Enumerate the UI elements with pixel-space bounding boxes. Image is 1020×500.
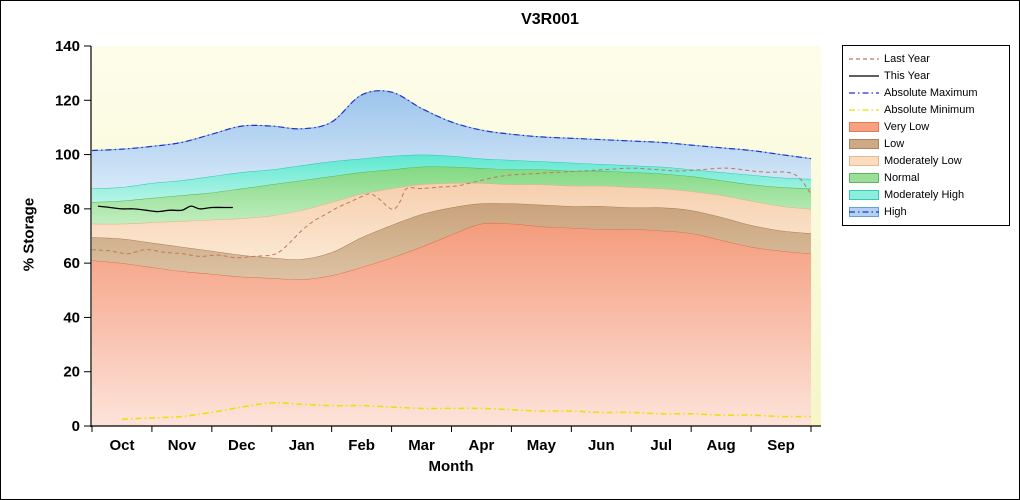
legend-label: Absolute Minimum bbox=[884, 103, 975, 116]
legend-item-absolute-minimum: Absolute Minimum bbox=[849, 101, 1003, 118]
legend-label: Last Year bbox=[884, 52, 930, 65]
x-tick-label: Jan bbox=[289, 437, 315, 454]
band-moderately-high bbox=[92, 154, 811, 203]
legend-item-this-year: This Year bbox=[849, 67, 1003, 84]
legend-item-moderately-high: Moderately High bbox=[849, 186, 1003, 203]
y-tick-label: 80 bbox=[63, 201, 80, 218]
legend-color-box bbox=[849, 138, 879, 149]
line-this-year bbox=[97, 205, 233, 213]
line-last-year bbox=[91, 167, 812, 259]
legend-item-moderately-low: Moderately Low bbox=[849, 152, 1003, 169]
legend-item-low: Low bbox=[849, 135, 1003, 152]
legend-swatch-normal bbox=[849, 172, 879, 183]
band-moderately-low bbox=[92, 182, 811, 260]
x-tick-label: Nov bbox=[168, 437, 197, 454]
line-absolute-minimum bbox=[121, 402, 812, 420]
legend-color-box bbox=[849, 172, 879, 183]
x-tick-label: Jul bbox=[650, 437, 672, 454]
x-tick-label: Feb bbox=[348, 437, 375, 454]
legend-label: High bbox=[884, 205, 907, 218]
legend-label: Normal bbox=[884, 171, 920, 184]
legend-color-box bbox=[849, 155, 879, 166]
x-tick-label: Aug bbox=[707, 437, 736, 454]
x-axis-label: Month bbox=[428, 458, 474, 475]
legend-color-box bbox=[849, 121, 879, 132]
chart-title: V3R001 bbox=[521, 11, 579, 28]
legend-label: Moderately Low bbox=[884, 154, 962, 167]
legend-swatch-this-year bbox=[849, 74, 879, 77]
legend-label: This Year bbox=[884, 69, 930, 82]
y-tick-label: 40 bbox=[63, 309, 80, 326]
legend-label: Absolute Maximum bbox=[884, 86, 978, 99]
y-tick-label: 120 bbox=[55, 92, 80, 109]
y-tick-label: 100 bbox=[55, 147, 80, 164]
legend-swatch-moderately-high bbox=[849, 189, 879, 200]
legend-swatch-low bbox=[849, 138, 879, 149]
x-tick-label: Apr bbox=[469, 437, 495, 454]
x-tick-label: Dec bbox=[228, 437, 256, 454]
legend-label: Low bbox=[884, 137, 905, 150]
y-tick-label: 60 bbox=[63, 255, 80, 272]
band-normal bbox=[92, 166, 811, 224]
x-tick-label: May bbox=[527, 437, 557, 454]
legend-swatch-last-year bbox=[849, 57, 879, 60]
band-very-low bbox=[92, 222, 811, 426]
y-tick-label: 20 bbox=[63, 364, 80, 381]
band-high bbox=[92, 90, 811, 189]
legend-color-box bbox=[849, 189, 879, 200]
y-tick-label: 140 bbox=[55, 38, 80, 55]
legend-item-very-low: Very Low bbox=[849, 118, 1003, 135]
y-tick-label: 0 bbox=[72, 418, 80, 435]
x-tick-label: Jun bbox=[588, 437, 615, 454]
legend-item-absolute-maximum: Absolute Maximum bbox=[849, 84, 1003, 101]
legend-swatch-high bbox=[849, 206, 879, 217]
legend-swatch-very-low bbox=[849, 121, 879, 132]
x-tick-label: Sep bbox=[767, 437, 795, 454]
x-tick-label: Mar bbox=[408, 437, 435, 454]
legend-label: Moderately High bbox=[884, 188, 965, 201]
legend-item-last-year: Last Year bbox=[849, 50, 1003, 67]
legend-swatch-moderately-low bbox=[849, 155, 879, 166]
legend: Last Year This Year Absolute Maximum Absolu… bbox=[842, 45, 1010, 226]
legend-item-normal: Normal bbox=[849, 169, 1003, 186]
legend-swatch-absolute-minimum bbox=[849, 108, 879, 111]
legend-label: Very Low bbox=[884, 120, 930, 133]
legend-item-high: High bbox=[849, 203, 1003, 220]
legend-swatch-absolute-maximum bbox=[849, 91, 879, 94]
x-tick-label: Oct bbox=[109, 437, 134, 454]
line-absolute-maximum bbox=[91, 90, 812, 160]
band-low bbox=[92, 203, 811, 280]
